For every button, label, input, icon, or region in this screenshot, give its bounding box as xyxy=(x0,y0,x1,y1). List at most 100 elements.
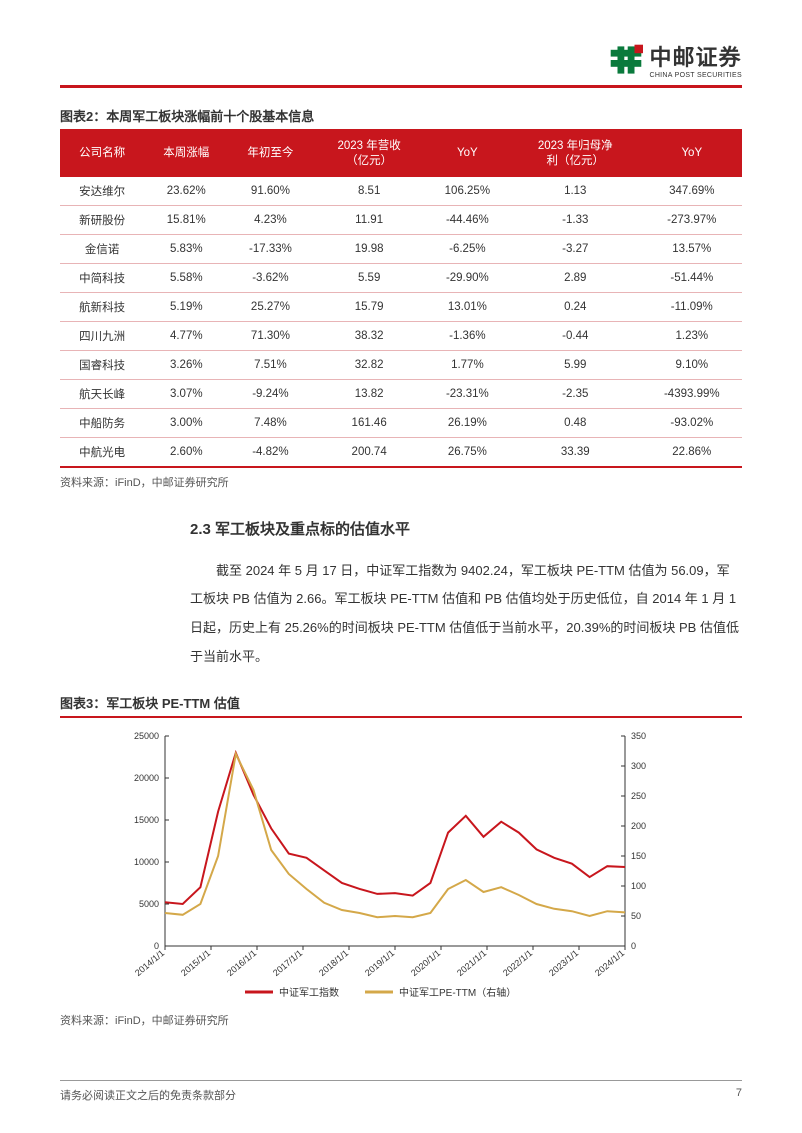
table-header-cell: 2023 年归母净利（亿元） xyxy=(509,131,642,177)
table-cell: -23.31% xyxy=(426,379,509,408)
table-cell: 26.75% xyxy=(426,437,509,467)
table-cell: 0.24 xyxy=(509,292,642,321)
svg-text:2015/1/1: 2015/1/1 xyxy=(179,948,212,978)
svg-text:2016/1/1: 2016/1/1 xyxy=(225,948,258,978)
table-cell: 新研股份 xyxy=(60,205,144,234)
brand-name-en: CHINA POST SECURITIES xyxy=(649,72,742,79)
table-cell: -2.35 xyxy=(509,379,642,408)
table-cell: 32.82 xyxy=(313,350,426,379)
table-header-cell: 2023 年营收（亿元） xyxy=(313,131,426,177)
table2-source: 资料来源：iFinD，中邮证券研究所 xyxy=(60,474,742,490)
svg-text:50: 50 xyxy=(631,911,641,921)
svg-text:2022/1/1: 2022/1/1 xyxy=(501,948,534,978)
table-cell: 9.10% xyxy=(642,350,742,379)
table-cell: 2.89 xyxy=(509,263,642,292)
table-cell: 38.32 xyxy=(313,321,426,350)
table-cell: 91.60% xyxy=(228,177,312,206)
svg-text:2019/1/1: 2019/1/1 xyxy=(363,948,396,978)
table-cell: 3.26% xyxy=(144,350,228,379)
table-cell: 3.00% xyxy=(144,408,228,437)
header-rule xyxy=(60,85,742,88)
table-cell: -11.09% xyxy=(642,292,742,321)
page-header: 中邮证券 CHINA POST SECURITIES xyxy=(60,40,742,79)
table-cell: 106.25% xyxy=(426,177,509,206)
table-row: 金信诺5.83%-17.33%19.98-6.25%-3.2713.57% xyxy=(60,234,742,263)
table-cell: 中航光电 xyxy=(60,437,144,467)
table-cell: 71.30% xyxy=(228,321,312,350)
table-cell: 5.59 xyxy=(313,263,426,292)
section-heading: 2.3 军工板块及重点标的估值水平 xyxy=(190,518,742,539)
table-cell: 26.19% xyxy=(426,408,509,437)
table-cell: 22.86% xyxy=(642,437,742,467)
table-cell: 23.62% xyxy=(144,177,228,206)
table-cell: -44.46% xyxy=(426,205,509,234)
table-row: 航新科技5.19%25.27%15.7913.01%0.24-11.09% xyxy=(60,292,742,321)
table-header-cell: 公司名称 xyxy=(60,131,144,177)
svg-text:2024/1/1: 2024/1/1 xyxy=(593,948,626,978)
table-cell: 航新科技 xyxy=(60,292,144,321)
table-cell: 航天长峰 xyxy=(60,379,144,408)
svg-text:2023/1/1: 2023/1/1 xyxy=(547,948,580,978)
table-header-cell: 年初至今 xyxy=(228,131,312,177)
page-number: 7 xyxy=(736,1087,742,1103)
svg-text:2021/1/1: 2021/1/1 xyxy=(455,948,488,978)
table-cell: 中简科技 xyxy=(60,263,144,292)
table-cell: 1.13 xyxy=(509,177,642,206)
table-cell: 13.01% xyxy=(426,292,509,321)
table-cell: 15.79 xyxy=(313,292,426,321)
table-cell: -1.33 xyxy=(509,205,642,234)
table-cell: 347.69% xyxy=(642,177,742,206)
brand-logo: 中邮证券 CHINA POST SECURITIES xyxy=(609,40,742,79)
table-row: 新研股份15.81%4.23%11.91-44.46%-1.33-273.97% xyxy=(60,205,742,234)
svg-text:2018/1/1: 2018/1/1 xyxy=(317,948,350,978)
table-row: 航天长峰3.07%-9.24%13.82-23.31%-2.35-4393.99… xyxy=(60,379,742,408)
brand-name-cn: 中邮证券 xyxy=(649,40,742,72)
table-cell: -1.36% xyxy=(426,321,509,350)
table-cell: -3.62% xyxy=(228,263,312,292)
svg-text:200: 200 xyxy=(631,821,646,831)
svg-text:中证军工指数: 中证军工指数 xyxy=(279,986,339,999)
table-cell: 8.51 xyxy=(313,177,426,206)
page-footer: 请务必阅读正文之后的免责条款部分 7 xyxy=(60,1080,742,1103)
table-row: 中简科技5.58%-3.62%5.59-29.90%2.89-51.44% xyxy=(60,263,742,292)
table-cell: 3.07% xyxy=(144,379,228,408)
table2-title: 图表2：本周军工板块涨幅前十个股基本信息 xyxy=(60,106,742,131)
table-cell: 200.74 xyxy=(313,437,426,467)
chart3-source: 资料来源：iFinD，中邮证券研究所 xyxy=(60,1012,742,1028)
svg-text:150: 150 xyxy=(631,851,646,861)
table-cell: 国睿科技 xyxy=(60,350,144,379)
table-cell: -6.25% xyxy=(426,234,509,263)
table-row: 中航光电2.60%-4.82%200.7426.75%33.3922.86% xyxy=(60,437,742,467)
chart3: 0500010000150002000025000050100150200250… xyxy=(110,726,670,1006)
svg-text:0: 0 xyxy=(631,941,636,951)
table-cell: -4.82% xyxy=(228,437,312,467)
table-row: 四川九洲4.77%71.30%38.32-1.36%-0.441.23% xyxy=(60,321,742,350)
svg-text:350: 350 xyxy=(631,731,646,741)
table-cell: -9.24% xyxy=(228,379,312,408)
table-cell: 中船防务 xyxy=(60,408,144,437)
table-cell: -3.27 xyxy=(509,234,642,263)
table-cell: 161.46 xyxy=(313,408,426,437)
svg-text:中证军工PE-TTM（右轴）: 中证军工PE-TTM（右轴） xyxy=(399,986,516,999)
table-cell: 13.57% xyxy=(642,234,742,263)
table-cell: 5.58% xyxy=(144,263,228,292)
table-cell: 2.60% xyxy=(144,437,228,467)
svg-text:2017/1/1: 2017/1/1 xyxy=(271,948,304,978)
svg-text:2020/1/1: 2020/1/1 xyxy=(409,948,442,978)
table-cell: -0.44 xyxy=(509,321,642,350)
table-cell: 25.27% xyxy=(228,292,312,321)
table-cell: 四川九洲 xyxy=(60,321,144,350)
table-row: 安达维尔23.62%91.60%8.51106.25%1.13347.69% xyxy=(60,177,742,206)
table-cell: 5.19% xyxy=(144,292,228,321)
table-cell: 1.23% xyxy=(642,321,742,350)
table-cell: 15.81% xyxy=(144,205,228,234)
table-cell: -273.97% xyxy=(642,205,742,234)
svg-text:5000: 5000 xyxy=(139,899,159,909)
svg-text:2014/1/1: 2014/1/1 xyxy=(133,948,166,978)
table-row: 国睿科技3.26%7.51%32.821.77%5.999.10% xyxy=(60,350,742,379)
svg-text:250: 250 xyxy=(631,791,646,801)
svg-text:300: 300 xyxy=(631,761,646,771)
china-post-logo-icon xyxy=(609,43,643,77)
table-cell: 11.91 xyxy=(313,205,426,234)
table2: 公司名称本周涨幅年初至今2023 年营收（亿元）YoY2023 年归母净利（亿元… xyxy=(60,131,742,468)
